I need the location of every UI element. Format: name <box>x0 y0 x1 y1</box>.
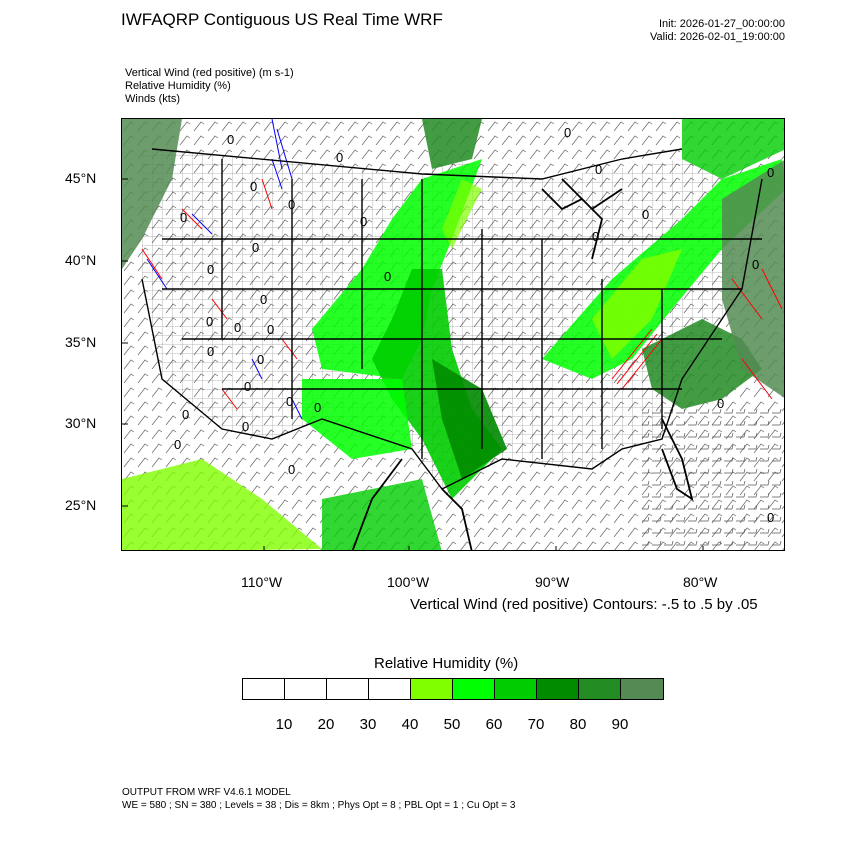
model-info-line2: WE = 580 ; SN = 380 ; Levels = 38 ; Dis … <box>122 800 516 811</box>
lat-label-45n: 45°N <box>65 170 97 186</box>
contour-label: 0 <box>717 396 724 411</box>
contour-label: 0 <box>564 125 571 140</box>
colorbar-tick-label: 70 <box>527 716 545 733</box>
contour-label: 0 <box>207 344 214 359</box>
colorbar-tick-label: 30 <box>359 716 377 733</box>
lon-label-100w: 100°W <box>387 574 430 590</box>
contour-label: 0 <box>252 240 259 255</box>
colorbar-tick-label: 20 <box>317 716 335 733</box>
colorbar-box <box>243 679 285 699</box>
contour-label: 0 <box>752 257 759 272</box>
contour-label: 0 <box>767 510 774 525</box>
contour-label: 0 <box>250 179 257 194</box>
lat-label-30n: 30°N <box>65 415 97 431</box>
colorbar-tick-label: 10 <box>275 716 293 733</box>
map-canvas: 0 0 0 0 0 0 0 0 0 0 0 0 0 0 0 0 0 0 0 0 … <box>122 119 784 550</box>
contour-label: 0 <box>182 407 189 422</box>
contour-label: 0 <box>336 150 343 165</box>
contour-label: 0 <box>592 229 599 244</box>
contour-label: 0 <box>288 462 295 477</box>
contour-label: 0 <box>360 214 367 229</box>
colorbar-box <box>369 679 411 699</box>
contour-label: 0 <box>595 162 602 177</box>
wind-barbs-atlantic <box>642 409 784 550</box>
init-time: Init: 2026-01-27_00:00:00 <box>659 18 785 30</box>
contour-label: 0 <box>314 400 321 415</box>
contour-label: 0 <box>384 269 391 284</box>
field-label-vertical-wind: Vertical Wind (red positive) (m s-1) <box>125 67 294 79</box>
colorbar-box <box>411 679 453 699</box>
field-label-winds: Winds (kts) <box>125 93 180 105</box>
colorbar-box <box>621 679 663 699</box>
colorbar-box <box>495 679 537 699</box>
contour-label: 0 <box>257 352 264 367</box>
colorbar-box <box>453 679 495 699</box>
graticule-ticks <box>122 178 704 550</box>
contour-zero-labels: 0 0 0 0 0 0 0 0 0 0 0 0 0 0 0 0 0 0 0 0 … <box>174 125 774 525</box>
contour-label: 0 <box>244 379 251 394</box>
plot-title: IWFAQRP Contiguous US Real Time WRF <box>121 10 443 29</box>
contour-label: 0 <box>234 320 241 335</box>
map-panel: 0 0 0 0 0 0 0 0 0 0 0 0 0 0 0 0 0 0 0 0 … <box>121 118 785 551</box>
contour-label: 0 <box>260 292 267 307</box>
field-label-relative-humidity: Relative Humidity (%) <box>125 80 231 92</box>
colorbar-tick-label: 40 <box>401 716 419 733</box>
contour-label: 0 <box>288 197 295 212</box>
contour-label: 0 <box>207 262 214 277</box>
colorbar-tick-label: 60 <box>485 716 503 733</box>
county-grid <box>142 149 762 489</box>
lon-label-80w: 80°W <box>683 574 718 590</box>
contour-label: 0 <box>267 322 274 337</box>
contour-label: 0 <box>642 207 649 222</box>
coastlines <box>351 178 694 550</box>
relative-humidity-shading <box>122 119 784 550</box>
colorbar-tick-label: 90 <box>611 716 629 733</box>
colorbar-title: Relative Humidity (%) <box>374 655 519 672</box>
colorbar-box <box>327 679 369 699</box>
lon-label-110w: 110°W <box>241 574 283 590</box>
contour-label: 0 <box>286 394 293 409</box>
colorbar-tick-label: 50 <box>443 716 461 733</box>
state-borders <box>141 148 763 490</box>
colorbar-box <box>579 679 621 699</box>
valid-time: Valid: 2026-02-01_19:00:00 <box>650 31 785 43</box>
contour-label: 0 <box>767 165 774 180</box>
contour-description: Vertical Wind (red positive) Contours: -… <box>410 596 758 613</box>
colorbar-box <box>537 679 579 699</box>
lat-label-35n: 35°N <box>65 334 97 350</box>
lat-label-25n: 25°N <box>65 497 97 513</box>
contour-label: 0 <box>242 419 249 434</box>
colorbar-box <box>285 679 327 699</box>
lon-label-90w: 90°W <box>535 574 570 590</box>
colorbar <box>242 678 664 700</box>
contour-label: 0 <box>206 314 213 329</box>
colorbar-tick-label: 80 <box>569 716 587 733</box>
contour-label: 0 <box>174 437 181 452</box>
lat-label-40n: 40°N <box>65 252 97 268</box>
model-info-line1: OUTPUT FROM WRF V4.6.1 MODEL <box>122 787 291 798</box>
contour-label: 0 <box>180 210 187 225</box>
contour-label: 0 <box>227 132 234 147</box>
